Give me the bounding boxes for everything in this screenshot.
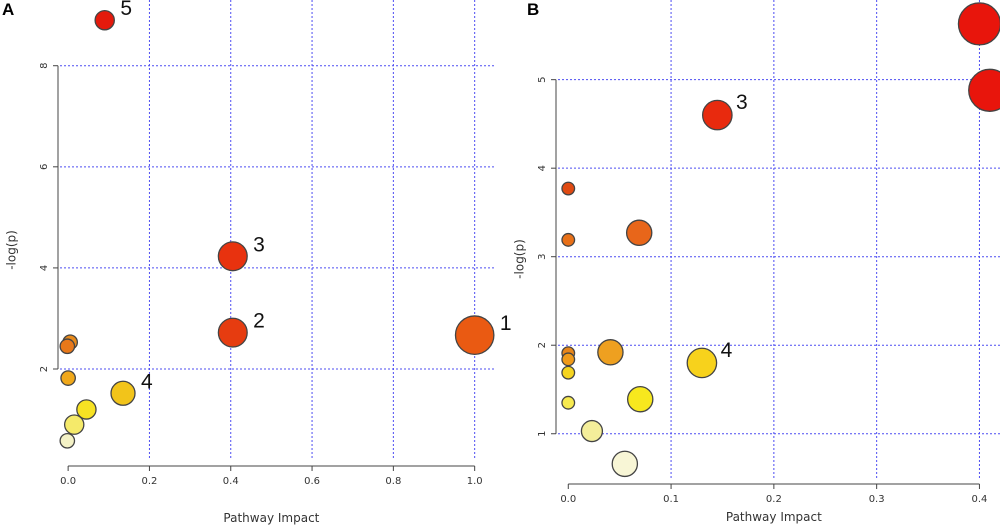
panel-a-point-5 [94, 9, 115, 31]
panel-b-point [625, 219, 653, 247]
panel-a-x-tick-label: 1.0 [467, 476, 483, 487]
panel-a-y-tick-label: 2 [39, 366, 50, 372]
panel-a-point-3 [217, 241, 248, 272]
panel-b-point-3 [701, 99, 733, 131]
panel-a-x-tick-label: 0.0 [60, 476, 76, 487]
panel-a-y-tick-label: 6 [39, 164, 50, 170]
panel-b-y-tick-label: 2 [537, 342, 548, 348]
panel-a-letter: A [2, 0, 14, 19]
panel-b-x-tick-label: 0.1 [663, 494, 679, 505]
panel-b-point [561, 365, 576, 380]
panel-b-point [561, 232, 576, 247]
panel-b-x-tick-label: 0.3 [869, 494, 885, 505]
panel-b-point [597, 339, 624, 366]
panel-b-x-tick-label: 0.2 [766, 494, 782, 505]
panel-b-x-axis-label: Pathway Impact [726, 510, 822, 524]
panel-b-y-tick-label: 1 [537, 431, 548, 437]
panel-b-point-label-3: 3 [736, 91, 748, 114]
panel-a-point-label-1: 1 [500, 312, 512, 335]
panel-a-y-tick-label: 4 [39, 265, 50, 271]
panel-a: A 0.0 0.2 0.4 0.6 0.8 1.0 2 4 6 8 Pathway Impact -lo… [2, 0, 512, 525]
panel-a-point [63, 414, 85, 435]
panel-a-point-label-4: 4 [141, 370, 153, 393]
panel-b-point-2 [957, 2, 1000, 46]
panel-b-y-tick-label: 5 [537, 76, 548, 82]
panel-b-point [580, 419, 604, 443]
panel-b: B 0.0 0.1 0.2 0.3 0.4 1 2 3 4 5 Pathway Impact -log(… [513, 0, 1000, 524]
panel-b-point [611, 450, 639, 478]
panel-a-point-label-3: 3 [253, 233, 265, 256]
panel-b-point-1 [968, 68, 1000, 112]
panel-a-x-tick-label: 0.8 [385, 476, 401, 487]
panel-a-point-2 [217, 317, 248, 348]
panel-a-y-axis-label: -log(p) [5, 230, 19, 270]
panel-a-x-tick-label: 0.2 [141, 476, 157, 487]
panel-a-x-tick-label: 0.6 [304, 476, 320, 487]
panel-a-y-tick-label: 8 [39, 63, 50, 69]
panel-a-point-label-5: 5 [120, 0, 132, 20]
panel-b-y-tick-label: 3 [537, 254, 548, 260]
panel-a-point-1 [454, 315, 495, 355]
panel-b-point-label-4: 4 [721, 339, 733, 362]
panel-b-point-4 [686, 347, 718, 379]
panel-b-point [626, 385, 654, 413]
panel-b-y-tick-label: 4 [537, 165, 548, 171]
panel-b-x-tick-label: 0.4 [971, 494, 987, 505]
panel-a-point [60, 370, 76, 386]
panel-b-y-axis-label: -log(p) [513, 239, 527, 279]
panel-b-point [561, 352, 576, 367]
panel-b-point [561, 181, 576, 196]
panel-b-letter: B [527, 0, 539, 19]
panel-a-x-axis-label: Pathway Impact [223, 511, 319, 525]
panel-a-point-4 [110, 380, 136, 406]
panel-b-x-tick-label: 0.0 [560, 494, 576, 505]
panel-a-point-label-2: 2 [253, 310, 265, 333]
panel-a-point [76, 399, 97, 420]
panel-a-point [59, 432, 76, 449]
panel-a-point [59, 338, 76, 355]
panel-b-point [561, 395, 576, 410]
panel-a-x-tick-label: 0.4 [223, 476, 239, 487]
